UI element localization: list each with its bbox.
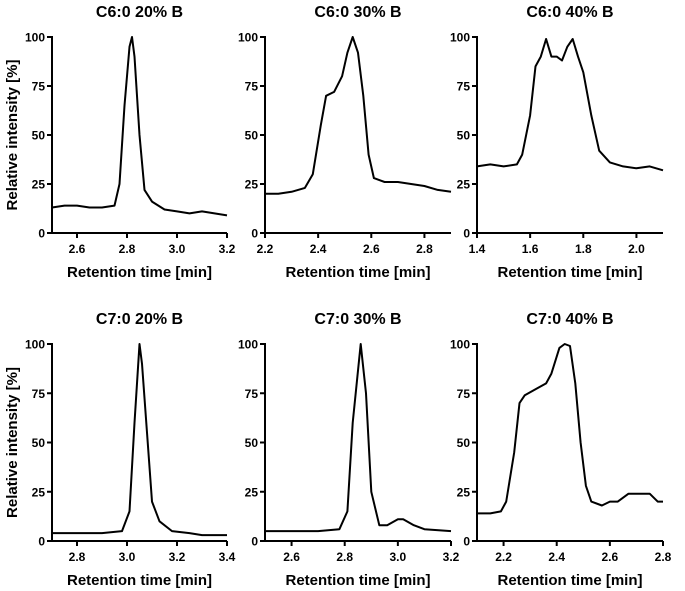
panel-title: C7:0 40% B bbox=[526, 311, 613, 328]
x-tick-label: 1.6 bbox=[522, 242, 539, 256]
chromatogram-trace bbox=[477, 343, 663, 515]
x-axis-label: Retention time [min] bbox=[67, 572, 212, 589]
y-tick-label: 25 bbox=[32, 178, 46, 192]
y-tick-label: 100 bbox=[25, 338, 45, 352]
y-tick-label: 100 bbox=[25, 31, 45, 45]
x-tick-label: 3.4 bbox=[219, 550, 236, 564]
panel-3: C6:0 40% B 0 25 50 75 100 1.4 1.6 1.8 2.0 Retentio… bbox=[450, 4, 664, 281]
x-axis-label: Retention time [min] bbox=[67, 264, 212, 281]
panel-6: C7:0 40% B 0 25 50 75 100 2.2 2.4 2.6 2.8 Retentio… bbox=[450, 311, 672, 589]
y-tick-label: 25 bbox=[32, 485, 46, 499]
y-tick-label: 0 bbox=[463, 535, 470, 549]
panel-title: C6:0 20% B bbox=[96, 4, 183, 21]
y-tick-label: 25 bbox=[245, 485, 259, 499]
y-tick-label: 50 bbox=[457, 129, 471, 143]
x-tick-label: 3.0 bbox=[390, 550, 407, 564]
chromatogram-trace bbox=[265, 36, 452, 195]
y-tick-label: 50 bbox=[457, 436, 471, 450]
x-tick-label: 3.2 bbox=[219, 242, 236, 256]
panel-title: C6:0 30% B bbox=[314, 4, 401, 21]
x-tick-label: 2.8 bbox=[416, 242, 433, 256]
y-tick-label: 100 bbox=[450, 338, 470, 352]
y-tick-label: 0 bbox=[251, 535, 258, 549]
y-tick-label: 50 bbox=[32, 129, 46, 143]
x-tick-label: 2.6 bbox=[69, 242, 86, 256]
x-tick-label: 3.0 bbox=[119, 550, 136, 564]
x-tick-label: 2.8 bbox=[336, 550, 353, 564]
x-tick-label: 3.0 bbox=[169, 242, 186, 256]
y-tick-label: 25 bbox=[245, 178, 259, 192]
x-tick-label: 2.8 bbox=[655, 550, 672, 564]
y-tick-label: 50 bbox=[32, 436, 46, 450]
y-axis-label: Relative intensity [%] bbox=[4, 367, 21, 518]
y-tick-label: 50 bbox=[245, 436, 259, 450]
x-tick-label: 2.8 bbox=[69, 550, 86, 564]
y-tick-label: 0 bbox=[38, 535, 45, 549]
y-tick-label: 50 bbox=[245, 129, 259, 143]
x-tick-label: 2.0 bbox=[628, 242, 645, 256]
y-tick-label: 100 bbox=[238, 31, 258, 45]
y-tick-label: 75 bbox=[32, 387, 46, 401]
chromatogram-trace bbox=[476, 38, 664, 172]
y-tick-label: 75 bbox=[32, 80, 46, 94]
panel-4: C7:0 20% B 0 25 50 75 100 2.8 3.0 3.2 3.4 Retentio… bbox=[4, 311, 236, 589]
panel-title: C6:0 40% B bbox=[526, 4, 613, 21]
x-tick-label: 2.2 bbox=[257, 242, 274, 256]
y-tick-label: 75 bbox=[457, 80, 471, 94]
panel-title: C7:0 30% B bbox=[314, 311, 401, 328]
x-tick-label: 2.8 bbox=[119, 242, 136, 256]
x-axis-label: Retention time [min] bbox=[498, 264, 643, 281]
y-tick-label: 100 bbox=[238, 338, 258, 352]
y-tick-label: 25 bbox=[457, 178, 471, 192]
x-tick-label: 2.4 bbox=[548, 550, 565, 564]
panel-5: C7:0 30% B 0 25 50 75 100 2.6 2.8 3.0 3.2 Retentio… bbox=[238, 311, 460, 589]
y-tick-label: 0 bbox=[38, 227, 45, 241]
y-tick-label: 75 bbox=[457, 387, 471, 401]
x-tick-label: 2.6 bbox=[363, 242, 380, 256]
x-tick-label: 3.2 bbox=[443, 550, 460, 564]
x-axis-label: Retention time [min] bbox=[498, 572, 643, 589]
x-tick-label: 2.2 bbox=[495, 550, 512, 564]
panel-title: C7:0 20% B bbox=[96, 311, 183, 328]
y-tick-label: 100 bbox=[450, 31, 470, 45]
y-tick-label: 75 bbox=[245, 387, 259, 401]
y-tick-label: 0 bbox=[251, 227, 258, 241]
y-tick-label: 0 bbox=[463, 227, 470, 241]
x-axis-label: Retention time [min] bbox=[286, 572, 431, 589]
chromatogram-trace bbox=[52, 343, 227, 537]
chromatogram-trace bbox=[265, 343, 452, 533]
panel-1: C6:0 20% B 0 25 50 75 100 2.6 2.8 3.0 3.2 Retentio… bbox=[4, 4, 236, 281]
x-tick-label: 2.6 bbox=[283, 550, 300, 564]
y-tick-label: 25 bbox=[457, 485, 471, 499]
y-axis-label: Relative intensity [%] bbox=[4, 60, 21, 211]
x-tick-label: 2.6 bbox=[602, 550, 619, 564]
x-tick-label: 2.4 bbox=[310, 242, 327, 256]
x-axis-label: Retention time [min] bbox=[286, 264, 431, 281]
x-tick-label: 1.4 bbox=[469, 242, 486, 256]
y-tick-label: 75 bbox=[245, 80, 259, 94]
x-tick-label: 1.8 bbox=[575, 242, 592, 256]
panel-2: C6:0 30% B 0 25 50 75 100 2.2 2.4 2.6 2.8 Retentio… bbox=[238, 4, 452, 281]
chromatogram-trace bbox=[51, 36, 228, 217]
x-tick-label: 3.2 bbox=[169, 550, 186, 564]
